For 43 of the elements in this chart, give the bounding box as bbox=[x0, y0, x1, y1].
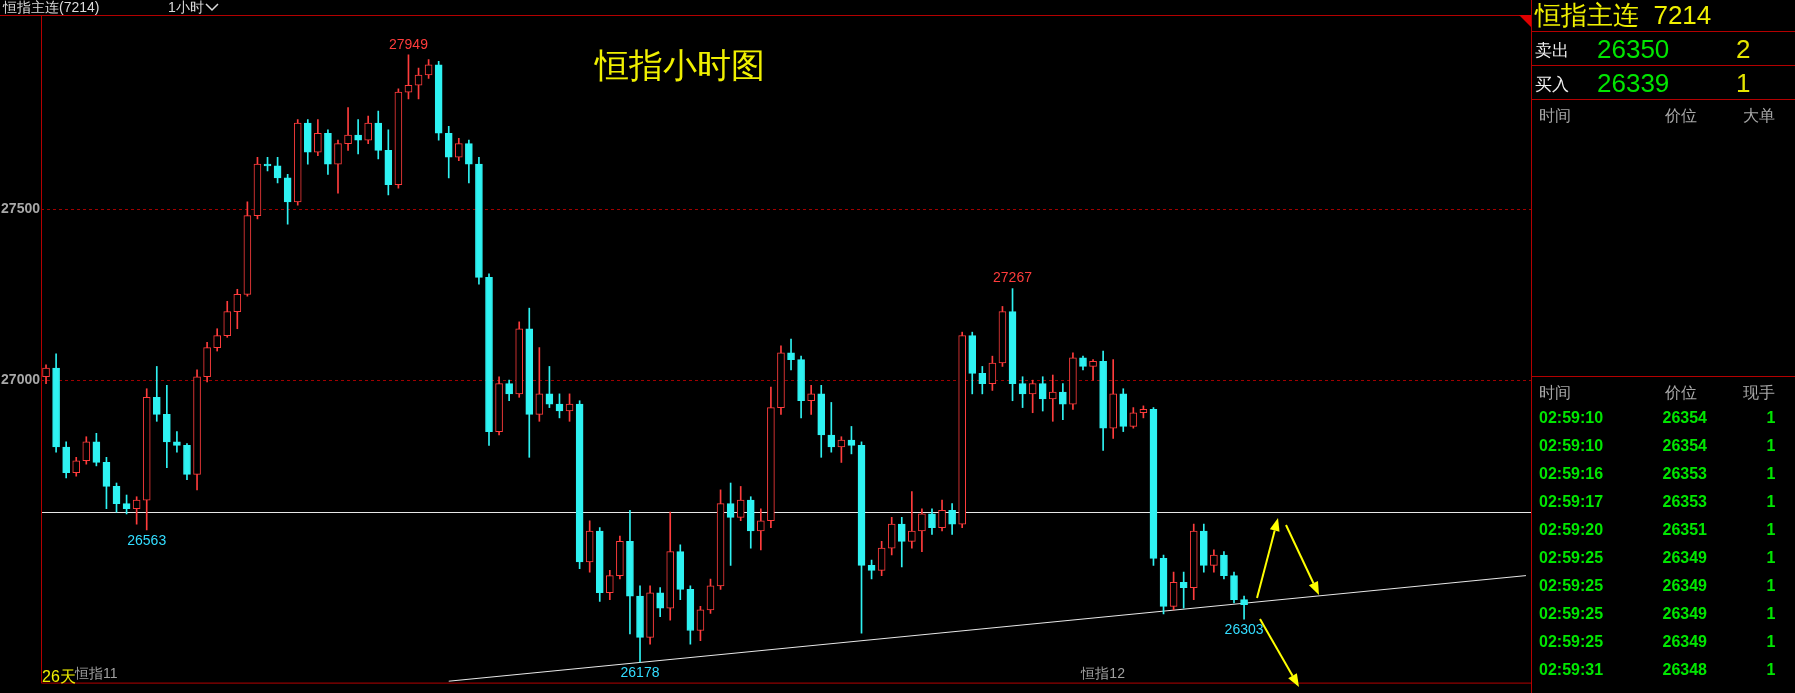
text: 02:59:10 26354 1 bbox=[1539, 409, 1776, 426]
candlestick bbox=[173, 431, 181, 453]
annotation: 26563 bbox=[127, 531, 167, 548]
text: 02:59:31 26348 1 bbox=[1539, 661, 1776, 678]
text: 2 bbox=[1736, 34, 1751, 64]
annotation: 26天 bbox=[42, 668, 76, 686]
candlestick bbox=[1048, 374, 1057, 422]
x-tick-label: 恒指12 bbox=[1080, 664, 1126, 681]
text: 现手 bbox=[1743, 384, 1775, 401]
annotation: 27949 bbox=[389, 35, 429, 52]
text: 02:59:16 26353 1 bbox=[1539, 465, 1776, 482]
candlestick bbox=[757, 508, 765, 551]
chart-subtitle: 恒指主连(7214) bbox=[3, 0, 100, 15]
text: 1 bbox=[1736, 68, 1751, 98]
text: 02:59:25 26349 1 bbox=[1539, 577, 1776, 594]
text: 买入 bbox=[1535, 75, 1569, 94]
annotation: 26303 bbox=[1224, 621, 1264, 637]
text: 价位 bbox=[1665, 107, 1697, 124]
text: 02:59:10 26354 1 bbox=[1539, 437, 1776, 454]
text: 时间 bbox=[1539, 107, 1571, 124]
text: 1小时 bbox=[168, 0, 204, 15]
text: 02:59:25 26349 1 bbox=[1539, 633, 1776, 650]
text: 26350 bbox=[1597, 34, 1670, 64]
text: 恒指小时图 bbox=[595, 46, 765, 86]
annotation: 27267 bbox=[993, 269, 1033, 286]
text: 大单 bbox=[1743, 107, 1775, 124]
text: 02:59:17 26353 1 bbox=[1539, 493, 1776, 510]
candlestick bbox=[344, 107, 352, 151]
text: 02:59:20 26351 1 bbox=[1539, 521, 1776, 538]
text: 卖出 bbox=[1535, 41, 1569, 60]
candlestick bbox=[827, 402, 836, 453]
text: 26339 bbox=[1597, 68, 1670, 98]
annotation: 26178 bbox=[620, 663, 660, 680]
text: 02:59:25 26349 1 bbox=[1539, 605, 1776, 622]
candlestick bbox=[807, 384, 815, 415]
candlestick bbox=[908, 491, 916, 549]
y-tick-label: 27000 bbox=[1, 371, 41, 388]
text: 恒指主连 7214 bbox=[1535, 0, 1712, 30]
text: 时间 bbox=[1539, 384, 1571, 401]
text: 02:59:25 26349 1 bbox=[1539, 549, 1776, 566]
x-tick-label: 恒指11 bbox=[74, 664, 118, 681]
y-tick-label: 27500 bbox=[1, 199, 41, 216]
text: 价位 bbox=[1665, 384, 1697, 401]
